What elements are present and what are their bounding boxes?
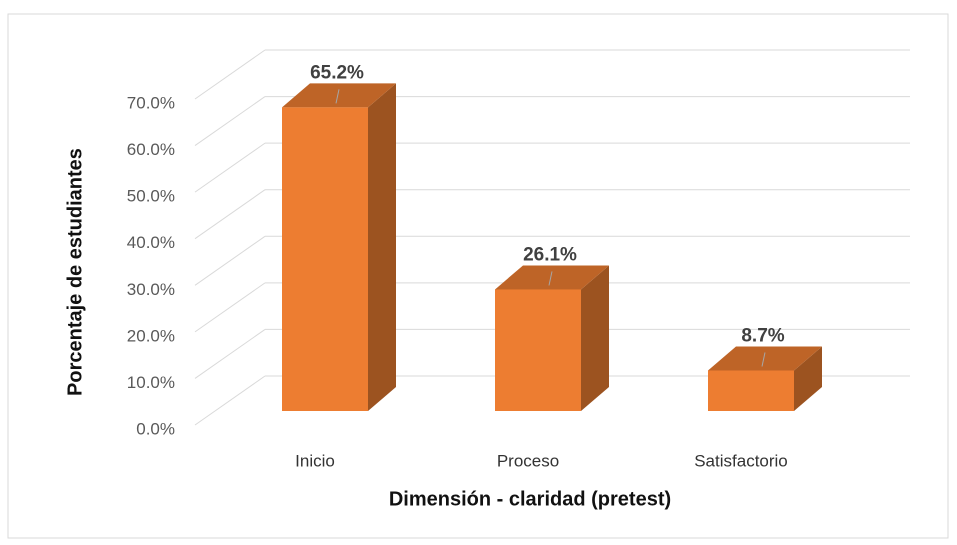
y-tick-label: 40.0% xyxy=(127,233,175,252)
bar-top xyxy=(282,83,396,108)
y-tick-label: 10.0% xyxy=(127,373,175,392)
value-label: 26.1% xyxy=(523,244,577,265)
grid-line-side xyxy=(194,235,266,286)
y-tick-label: 0.0% xyxy=(136,419,175,438)
bar xyxy=(282,107,368,412)
bar-side xyxy=(581,265,609,411)
x-tick-label: Satisfactorio xyxy=(694,451,788,470)
bar-side xyxy=(368,83,396,412)
value-label: 8.7% xyxy=(741,325,784,346)
y-tick-label: 70.0% xyxy=(127,93,175,112)
label-leader xyxy=(548,271,553,286)
grid-line-side xyxy=(194,329,266,379)
y-tick-label: 50.0% xyxy=(127,187,175,206)
bar xyxy=(708,370,794,411)
y-tick-label: 20.0% xyxy=(127,326,175,345)
bar-side xyxy=(794,346,822,411)
x-tick-label: Proceso xyxy=(497,451,559,470)
y-tick-label: 30.0% xyxy=(127,280,175,299)
grid-line-side xyxy=(194,375,266,426)
grid-line-side xyxy=(194,282,266,333)
bar-top xyxy=(708,346,822,371)
y-tick-label: 60.0% xyxy=(127,140,175,159)
label-leader xyxy=(335,89,340,104)
label-leader xyxy=(761,352,766,367)
y-axis-title: Porcentaje de estudiantes xyxy=(64,148,86,396)
grid-line-side xyxy=(194,189,266,240)
bar xyxy=(495,289,581,411)
grid-line-side xyxy=(194,96,266,146)
x-axis-title: Dimensión - claridad (pretest) xyxy=(389,488,671,510)
grid-line-side xyxy=(194,49,266,100)
grid-line-side xyxy=(194,142,266,193)
chart-border xyxy=(7,13,949,539)
x-tick-label: Inicio xyxy=(295,451,335,470)
bar-top xyxy=(495,265,609,290)
value-label: 65.2% xyxy=(310,62,364,83)
